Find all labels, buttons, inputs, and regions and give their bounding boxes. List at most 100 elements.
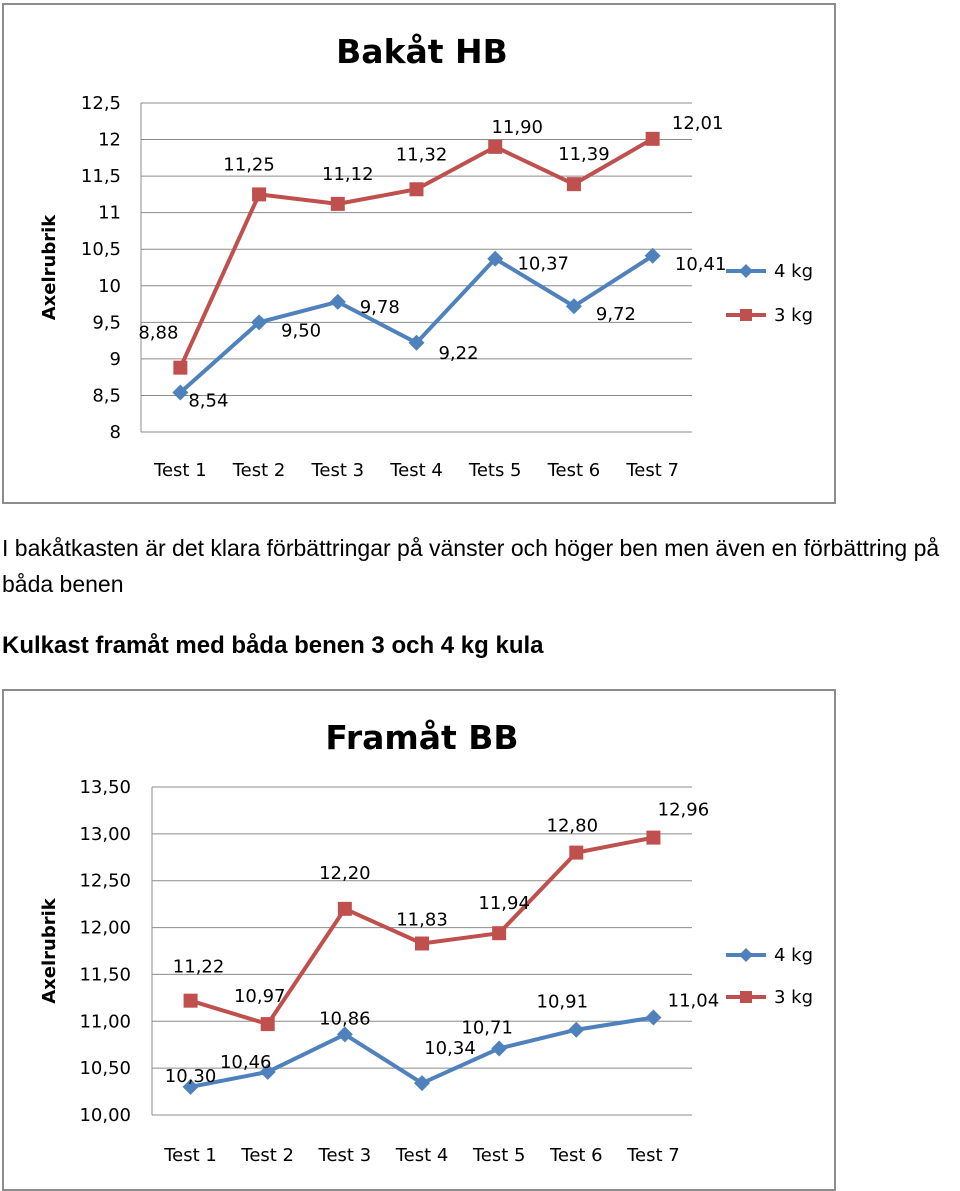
data-point-marker [569,845,584,860]
y-tick-label: 10,50 [79,1058,131,1079]
data-point-marker [492,926,507,941]
y-tick-label: 11,00 [79,1011,131,1032]
data-point-marker [260,1017,275,1032]
data-point-marker [415,936,429,951]
y-tick-label: 10 [98,276,121,297]
x-tick-label: Test 1 [153,460,207,481]
y-tick-label: 10,00 [79,1105,131,1126]
data-point-marker [645,131,660,146]
y-tick-label: 8 [110,422,121,443]
data-point-marker [491,1040,508,1057]
data-point-marker [251,314,268,331]
y-tick-label: 11,5 [81,166,121,187]
data-point-marker [487,250,504,267]
x-tick-label: Test 4 [395,1145,449,1166]
y-tick-label: 13,50 [79,777,131,798]
data-point-marker [330,196,345,211]
paragraph-bakatkast: I bakåtkasten är det klara förbättringar… [2,535,940,597]
y-tick-label: 12,00 [79,918,131,939]
legend-label: 4 kg [774,261,813,282]
x-tick-label: Tets 5 [468,460,522,481]
x-tick-label: Test 3 [318,1145,372,1166]
data-label: 12,80 [547,816,599,837]
legend-marker [739,264,753,278]
data-point-marker [183,993,198,1008]
data-point-marker [336,1026,353,1043]
data-point-marker [644,247,661,264]
y-tick-label: 12,50 [79,871,131,892]
y-tick-label: 12,5 [81,93,121,114]
data-label: 10,37 [517,254,569,275]
data-point-marker [409,182,424,197]
x-tick-label: Test 2 [240,1145,294,1166]
data-point-marker [172,384,189,401]
data-point-marker [259,1063,276,1080]
legend-marker [740,991,752,1003]
y-tick-label: 9 [110,349,121,370]
chart-framat-bb-svg: Framåt BB 10,00 10,50 11,00 11,50 12,00 12,50 1… [39,718,813,1166]
data-label: 10,41 [675,254,727,275]
legend-label: 3 kg [774,987,813,1008]
x-tick-label: Test 5 [472,1145,526,1166]
data-point-marker [646,830,661,845]
data-point-marker [645,1009,662,1026]
y-tick-label: 9,5 [92,312,121,333]
data-point-marker [182,1078,199,1095]
data-label: 11,12 [322,164,374,185]
data-point-marker [329,293,346,310]
data-label: 11,83 [396,910,448,931]
data-label: 10,30 [165,1066,217,1087]
data-label: 9,22 [438,343,478,364]
legend-label: 3 kg [774,305,813,326]
data-point-marker [568,1021,585,1038]
y-tick-label: 12 [98,130,121,151]
data-label: 12,01 [672,113,724,134]
legend-marker [740,309,752,321]
data-label: 12,20 [319,863,371,884]
x-tick-label: Test 3 [310,460,364,481]
x-tick-label: Test 2 [232,460,286,481]
legend-marker [739,948,753,962]
data-point-marker [565,298,582,315]
data-label: 10,46 [220,1052,272,1073]
data-label: 10,71 [461,1017,513,1038]
data-point-marker [173,360,188,375]
y-tick-label: 10,5 [81,239,121,260]
chart-bakat-hb: Bakåt HB 8 8,5 9 9,5 10 10,5 11 11,5 12 12,5 Test 1… [2,3,836,504]
y-tick-label: 11,50 [79,964,131,985]
y-axis-title: Axelrubrik [39,214,60,321]
data-label: 8,54 [188,391,228,412]
data-label: 11,90 [491,117,543,138]
data-label: 11,94 [478,893,530,914]
data-label: 11,25 [223,154,275,175]
data-label: 11,04 [668,991,720,1012]
x-tick-label: Test 6 [549,1145,603,1166]
x-tick-label: Test 6 [547,460,601,481]
data-point-marker [414,1075,430,1092]
data-label: 12,96 [658,800,710,821]
y-tick-label: 13,00 [79,824,131,845]
data-label: 11,22 [173,957,225,978]
data-label: 11,39 [558,144,610,165]
data-label: 10,91 [537,992,589,1013]
data-point-marker [566,177,581,192]
data-label: 10,97 [234,986,286,1007]
data-label: 10,86 [319,1008,371,1029]
x-tick-label: Test 7 [626,1145,680,1166]
series-line-4kg [179,254,654,395]
legend-label: 4 kg [774,945,813,966]
data-label: 9,78 [360,297,400,318]
data-point-marker [488,139,503,154]
y-tick-label: 8,5 [92,385,121,406]
x-tick-label: Test 1 [163,1145,217,1166]
data-point-marker [252,187,267,202]
chart-title: Bakåt HB [336,32,508,71]
x-tick-label: Test 7 [625,460,679,481]
x-tick-label: Test 4 [389,460,443,481]
data-label: 10,34 [424,1038,476,1059]
heading-kulkast-framat: Kulkast framåt med båda benen 3 och 4 kg… [2,632,544,659]
chart-framat-bb: Framåt BB 10,00 10,50 11,00 11,50 12,00 12,50 1… [2,689,836,1191]
data-label: 9,72 [596,304,636,325]
chart-title: Framåt BB [325,718,518,757]
y-tick-label: 11 [98,203,121,224]
